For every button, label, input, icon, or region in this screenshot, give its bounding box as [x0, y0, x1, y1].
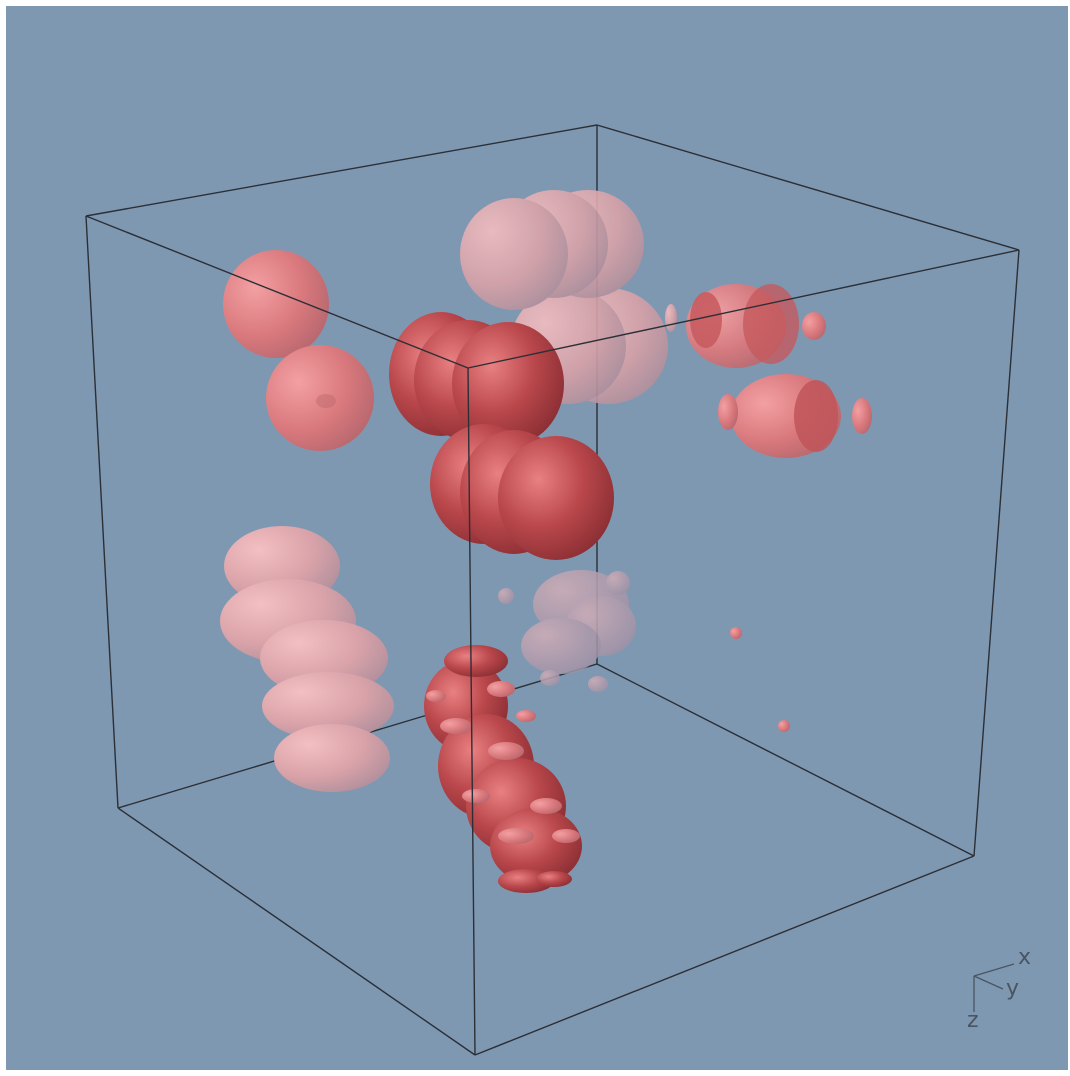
isosurface-bottom-center-ghost [498, 570, 636, 692]
axis-y-label: y [1006, 976, 1019, 1001]
3d-render-viewport[interactable]: x y z [6, 6, 1068, 1070]
isosurface-bottom-center-cluster [424, 645, 582, 893]
box-front-edges [85, 124, 1020, 1056]
orientation-axes-widget [973, 963, 1015, 1012]
isosurface-left-upper [223, 250, 374, 451]
axis-z-label: z [967, 1008, 979, 1033]
isosurface-right-upper [686, 284, 872, 458]
isosurface-right-specks [730, 627, 790, 732]
axis-x-label: x [1018, 945, 1031, 970]
scene-svg: x y z [85, 124, 1031, 1056]
isosurface-left-lower-stack [220, 526, 394, 792]
